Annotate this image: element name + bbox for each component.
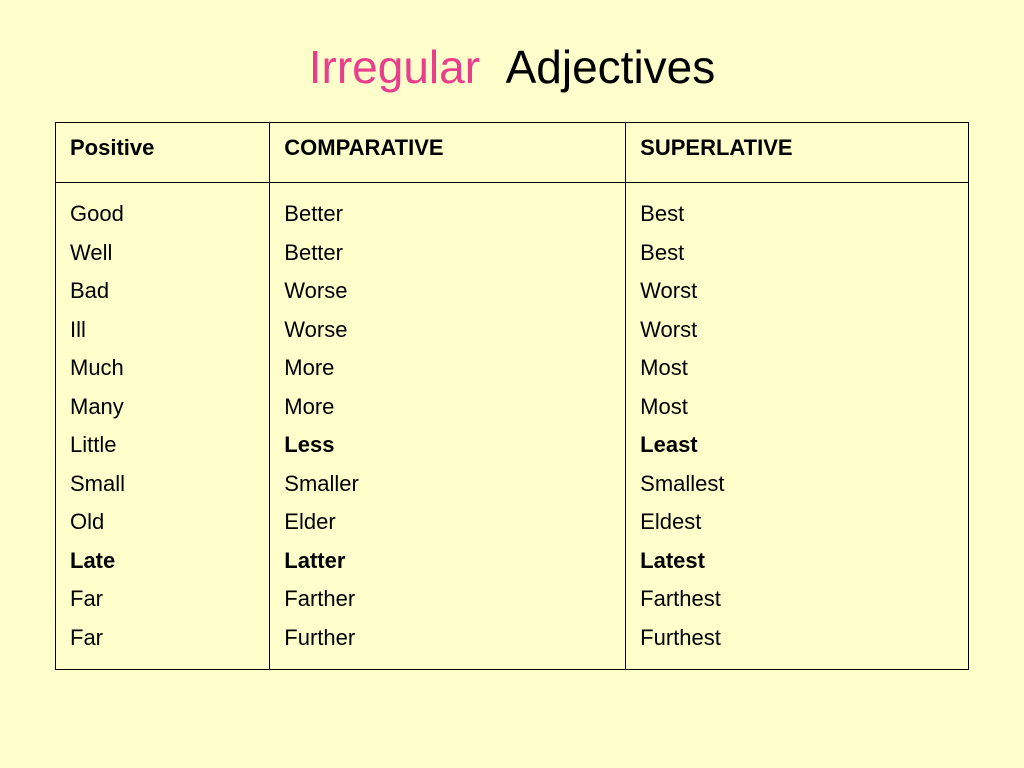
table-cell-value: More [284, 388, 611, 427]
table-cell-value: Worse [284, 311, 611, 350]
table-cell-value: More [284, 349, 611, 388]
table-cell-value: Worst [640, 311, 954, 350]
table-cell-value: Smallest [640, 465, 954, 504]
table-cell-value: Old [70, 503, 255, 542]
table-cell-value: Ill [70, 311, 255, 350]
table-cell-value: Further [284, 619, 611, 658]
table-cell-value: Little [70, 426, 255, 465]
table-cell-value: Far [70, 619, 255, 658]
table-body-row: GoodWellBadIllMuchManyLittleSmallOldLate… [56, 183, 969, 670]
title-word-1: Irregular [309, 41, 480, 93]
title-word-2: Adjectives [506, 41, 716, 93]
table-cell-value: Less [284, 426, 611, 465]
table-cell-value: Most [640, 388, 954, 427]
table-cell-value: Good [70, 195, 255, 234]
table-cell-value: Elder [284, 503, 611, 542]
cell-comparative: BetterBetterWorseWorseMoreMoreLessSmalle… [270, 183, 626, 670]
table-cell-value: Much [70, 349, 255, 388]
table-cell-value: Smaller [284, 465, 611, 504]
table-cell-value: Well [70, 234, 255, 273]
table-cell-value: Worst [640, 272, 954, 311]
table-cell-value: Farthest [640, 580, 954, 619]
cell-superlative: BestBestWorstWorstMostMostLeastSmallestE… [626, 183, 969, 670]
table-cell-value: Best [640, 195, 954, 234]
table-cell-value: Far [70, 580, 255, 619]
adjectives-table: Positive COMPARATIVE SUPERLATIVE GoodWel… [55, 122, 969, 670]
table-cell-value: Late [70, 542, 255, 581]
col-header-positive: Positive [56, 123, 270, 183]
table-cell-value: Least [640, 426, 954, 465]
table-cell-value: Latter [284, 542, 611, 581]
table-cell-value: Many [70, 388, 255, 427]
col-header-comparative: COMPARATIVE [270, 123, 626, 183]
table-cell-value: Better [284, 234, 611, 273]
table-cell-value: Eldest [640, 503, 954, 542]
table-cell-value: Most [640, 349, 954, 388]
cell-positive: GoodWellBadIllMuchManyLittleSmallOldLate… [56, 183, 270, 670]
table-header-row: Positive COMPARATIVE SUPERLATIVE [56, 123, 969, 183]
table-cell-value: Bad [70, 272, 255, 311]
col-header-superlative: SUPERLATIVE [626, 123, 969, 183]
table-cell-value: Farther [284, 580, 611, 619]
table-cell-value: Small [70, 465, 255, 504]
table-cell-value: Worse [284, 272, 611, 311]
table-cell-value: Best [640, 234, 954, 273]
table-cell-value: Better [284, 195, 611, 234]
slide-title: Irregular Adjectives [55, 40, 969, 94]
table-cell-value: Furthest [640, 619, 954, 658]
table-cell-value: Latest [640, 542, 954, 581]
